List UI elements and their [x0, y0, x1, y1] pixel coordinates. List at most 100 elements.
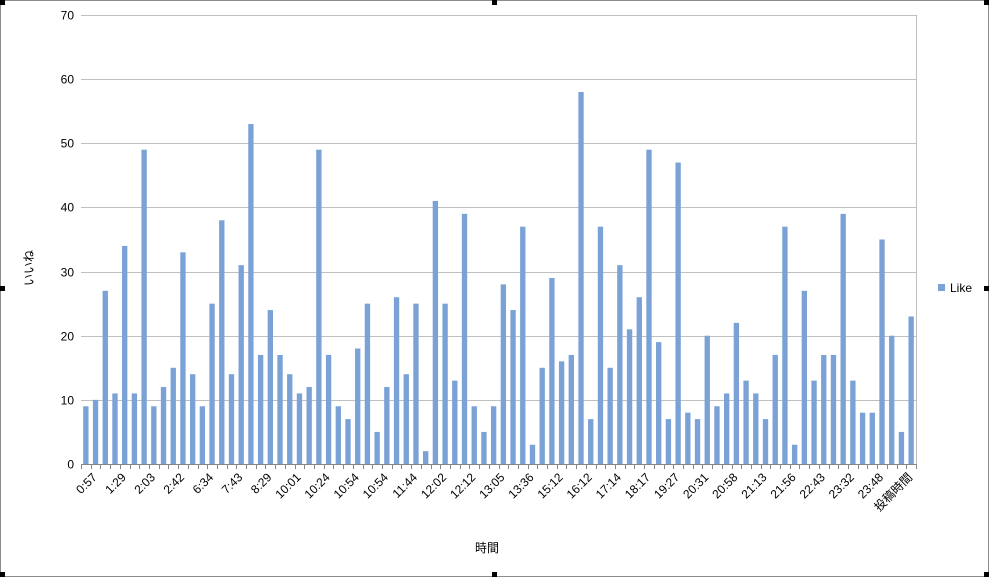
bar — [452, 380, 458, 464]
bar — [859, 412, 866, 464]
resize-handle-middle-left[interactable] — [0, 286, 5, 291]
x-axis-title: 時間 — [475, 541, 499, 555]
bar — [898, 431, 905, 464]
x-tick-label: 15:12 — [535, 470, 566, 501]
x-tick-label: 22:43 — [797, 470, 828, 501]
bar — [520, 226, 526, 464]
bar — [821, 354, 827, 464]
resize-handle-top-left[interactable] — [0, 0, 5, 5]
bar — [510, 310, 516, 464]
gridlines — [81, 15, 917, 464]
bar — [432, 201, 439, 464]
legend-label: Like — [950, 281, 972, 295]
bar — [423, 451, 429, 464]
bar — [287, 374, 293, 464]
bar — [83, 406, 89, 464]
bar — [403, 374, 409, 464]
bar — [102, 290, 108, 464]
bar — [384, 387, 390, 464]
bar — [248, 124, 254, 465]
bar — [539, 367, 545, 464]
bar — [908, 316, 914, 464]
legend: Like — [938, 281, 972, 295]
bar — [335, 406, 341, 464]
x-tick-label: 2:03 — [132, 470, 159, 497]
bar — [170, 367, 176, 464]
bar — [500, 284, 507, 464]
x-tick-label: 2:42 — [161, 470, 188, 497]
bar — [189, 374, 196, 464]
x-tick-label: 10:54 — [331, 470, 362, 501]
x-tick-label: 18:17 — [622, 470, 653, 501]
bar — [345, 419, 351, 464]
bar — [656, 342, 662, 464]
bar — [355, 348, 361, 464]
resize-handle-top-right[interactable] — [984, 0, 989, 5]
bar — [791, 444, 798, 464]
y-tick-label: 0 — [67, 458, 74, 472]
resize-handle-bottom-middle[interactable] — [492, 572, 497, 577]
bar — [714, 406, 720, 464]
bar — [840, 213, 846, 464]
y-axis-title: いいね — [22, 250, 36, 286]
x-tick-label: 21:13 — [738, 470, 769, 501]
bar — [461, 213, 468, 464]
bar — [160, 387, 167, 464]
bar — [704, 335, 710, 464]
x-tick-label: 12:02 — [418, 470, 449, 501]
bar — [228, 374, 235, 464]
resize-handle-top-middle[interactable] — [492, 0, 497, 5]
bar — [723, 393, 730, 464]
bar — [481, 431, 487, 464]
bar — [267, 310, 274, 464]
bar — [801, 290, 808, 464]
bar — [92, 399, 99, 464]
x-tick-label: 23:32 — [826, 470, 857, 501]
x-tick-label: 20:31 — [680, 470, 711, 501]
resize-handle-bottom-right[interactable] — [984, 572, 989, 577]
x-tick-label: 20:58 — [709, 470, 740, 501]
bar — [743, 380, 749, 464]
bar — [597, 226, 604, 464]
x-tick-label: 21:56 — [768, 470, 799, 501]
y-tick-label: 10 — [61, 394, 75, 408]
resize-handle-bottom-left[interactable] — [0, 572, 5, 577]
bar — [850, 380, 856, 464]
bar — [811, 380, 817, 464]
bar — [549, 277, 555, 464]
bar — [238, 265, 244, 464]
y-axis-ticks: 0 10 20 30 40 50 60 70 — [61, 9, 75, 472]
bar — [490, 406, 497, 464]
bar — [665, 419, 672, 464]
y-tick-label: 30 — [61, 266, 75, 280]
bar — [141, 149, 147, 464]
bar — [393, 297, 400, 464]
bar — [180, 252, 186, 464]
x-tick-label: 19:27 — [651, 470, 682, 501]
bar — [316, 149, 322, 464]
bar — [122, 245, 128, 464]
bar — [733, 322, 740, 464]
resize-handle-middle-right[interactable] — [984, 286, 989, 291]
bar — [646, 149, 652, 464]
x-tick-label: 16:12 — [564, 470, 595, 501]
bar — [675, 162, 681, 464]
bar — [131, 393, 138, 464]
bar — [869, 412, 875, 464]
bar — [588, 419, 594, 464]
bar — [112, 393, 118, 464]
bar — [413, 303, 419, 464]
x-tick-label: 11:44 — [390, 470, 421, 501]
bar — [306, 387, 312, 464]
x-tick-label: 8:29 — [248, 470, 275, 497]
bar — [257, 354, 264, 464]
x-tick-label: 17:14 — [593, 470, 624, 501]
bar — [558, 361, 565, 464]
bar — [219, 220, 225, 464]
x-axis — [81, 464, 917, 469]
bar — [879, 239, 885, 464]
legend-swatch — [938, 284, 945, 291]
x-tick-label: 10:24 — [302, 470, 333, 501]
